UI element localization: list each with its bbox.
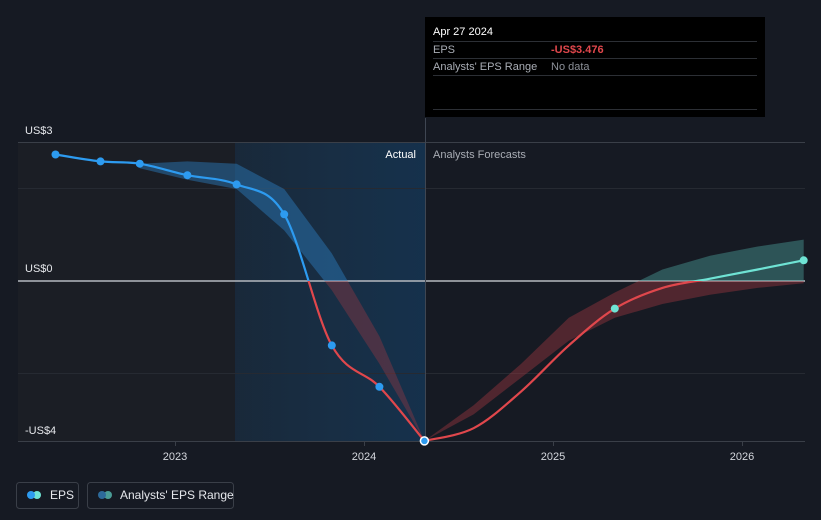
- x-tick-label: 2026: [730, 451, 754, 463]
- legend: EPS Analysts' EPS Range: [16, 482, 235, 509]
- x-tick-label: 2025: [541, 451, 565, 463]
- eps-line-historic-negative: [307, 281, 426, 442]
- eps-point[interactable]: [327, 341, 336, 350]
- eps-point[interactable]: [51, 150, 60, 159]
- legend-item-range-box[interactable]: [87, 482, 234, 509]
- tooltip-range-value: No data: [551, 61, 590, 73]
- legend-range-icon: [98, 491, 106, 499]
- actual-label: Actual: [385, 149, 416, 161]
- eps-forecast-point[interactable]: [610, 304, 619, 313]
- eps-point[interactable]: [135, 159, 144, 168]
- eps-line-forecast-positive: [689, 259, 804, 281]
- tooltip: Apr 27 2024 EPS -US$3.476 Analysts' EPS …: [425, 17, 765, 117]
- eps-point[interactable]: [232, 180, 241, 189]
- y-tick-label: US$0: [25, 263, 53, 275]
- legend-item-eps[interactable]: EPS: [16, 482, 79, 509]
- forecast-range-band-positive: [638, 239, 804, 281]
- tooltip-box: [425, 17, 765, 117]
- eps-point[interactable]: [183, 171, 192, 180]
- eps-point[interactable]: [280, 210, 289, 219]
- y-tick-label: US$3: [25, 125, 53, 137]
- grid-lines: [18, 142, 805, 442]
- analyst-range-bands: [139, 161, 804, 441]
- x-tick-label: 2024: [352, 451, 376, 463]
- tooltip-eps-value: -US$3.476: [551, 44, 604, 56]
- x-axis: 2023 2024 2025 2026: [163, 441, 754, 463]
- historic-range-band: [139, 161, 348, 281]
- tooltip-eps-label: EPS: [433, 44, 455, 56]
- eps-point-selected[interactable]: [419, 436, 430, 446]
- legend-item-range[interactable]: Analysts' EPS Range: [87, 482, 235, 509]
- forecast-range-band-negative: [424, 281, 804, 441]
- x-tick-label: 2023: [163, 451, 187, 463]
- past-year-highlight: [235, 142, 425, 442]
- y-tick-label: -US$4: [25, 425, 56, 437]
- y-axis-labels: US$3 US$0 -US$4: [25, 125, 56, 437]
- legend-eps-icon: [27, 491, 35, 499]
- legend-item-eps-box[interactable]: [16, 482, 79, 509]
- eps-point[interactable]: [375, 382, 384, 391]
- forecast-label: Analysts Forecasts: [433, 149, 526, 161]
- tooltip-range-label: Analysts' EPS Range: [433, 61, 537, 73]
- tooltip-date: Apr 27 2024: [433, 26, 493, 38]
- legend-eps-label: EPS: [50, 488, 74, 502]
- legend-range-icon: [104, 491, 112, 499]
- eps-markers: [51, 150, 808, 446]
- legend-range-label: Analysts' EPS Range: [120, 488, 234, 502]
- eps-point[interactable]: [96, 157, 105, 166]
- older-history-shade: [18, 142, 235, 442]
- eps-line-historic-positive: [55, 153, 310, 281]
- legend-eps-icon: [33, 491, 41, 499]
- eps-forecast-point[interactable]: [799, 256, 808, 265]
